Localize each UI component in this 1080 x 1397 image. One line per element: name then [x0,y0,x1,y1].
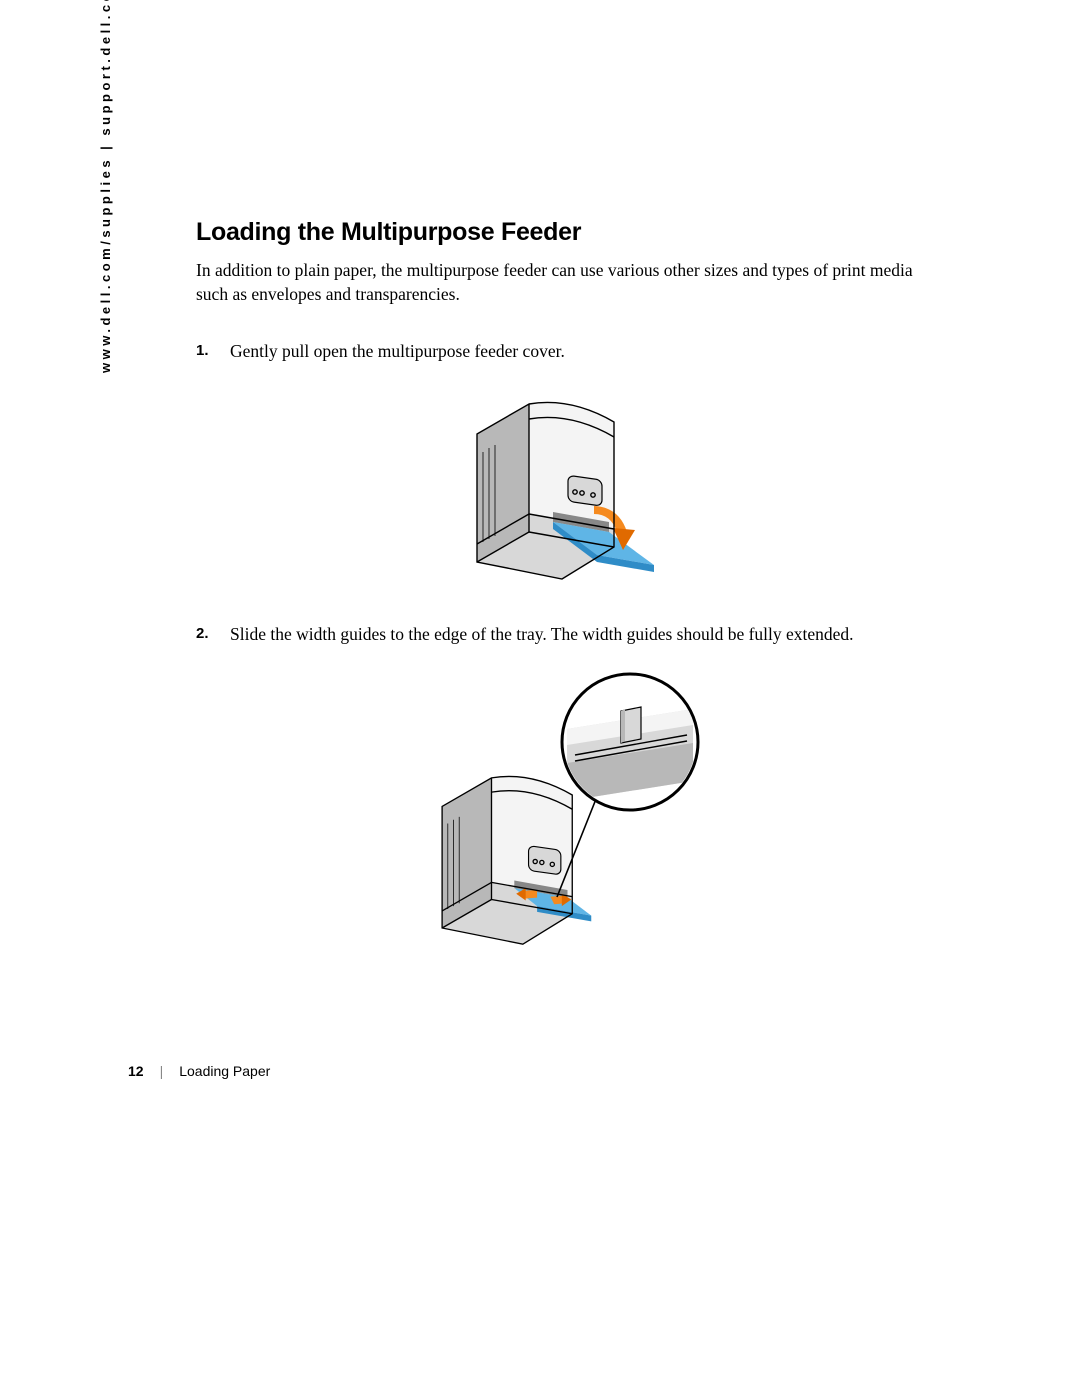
figure-1-wrap [196,382,936,589]
printer-width-guides-illustration [425,669,707,964]
step-2-text: Slide the width guides to the edge of th… [230,623,854,647]
step-1-text: Gently pull open the multipurpose feeder… [230,340,565,364]
footer-section-title: Loading Paper [179,1063,270,1079]
main-content: Loading the Multipurpose Feeder In addit… [196,218,936,964]
footer-page-number: 12 [128,1063,144,1079]
figure-2-wrap [196,669,936,964]
sidebar-url-text: www.dell.com/supplies | support.dell.com [98,0,113,373]
section-heading: Loading the Multipurpose Feeder [196,218,936,247]
step-2-number: 2. [196,623,230,642]
step-1-number: 1. [196,340,230,359]
manual-page: www.dell.com/supplies | support.dell.com… [0,0,1080,1397]
page-footer: 12 | Loading Paper [128,1063,270,1079]
footer-divider: | [160,1063,164,1079]
intro-paragraph: In addition to plain paper, the multipur… [196,259,936,306]
step-2: 2. Slide the width guides to the edge of… [196,623,936,647]
printer-open-feeder-illustration [459,382,674,589]
step-1: 1. Gently pull open the multipurpose fee… [196,340,936,364]
